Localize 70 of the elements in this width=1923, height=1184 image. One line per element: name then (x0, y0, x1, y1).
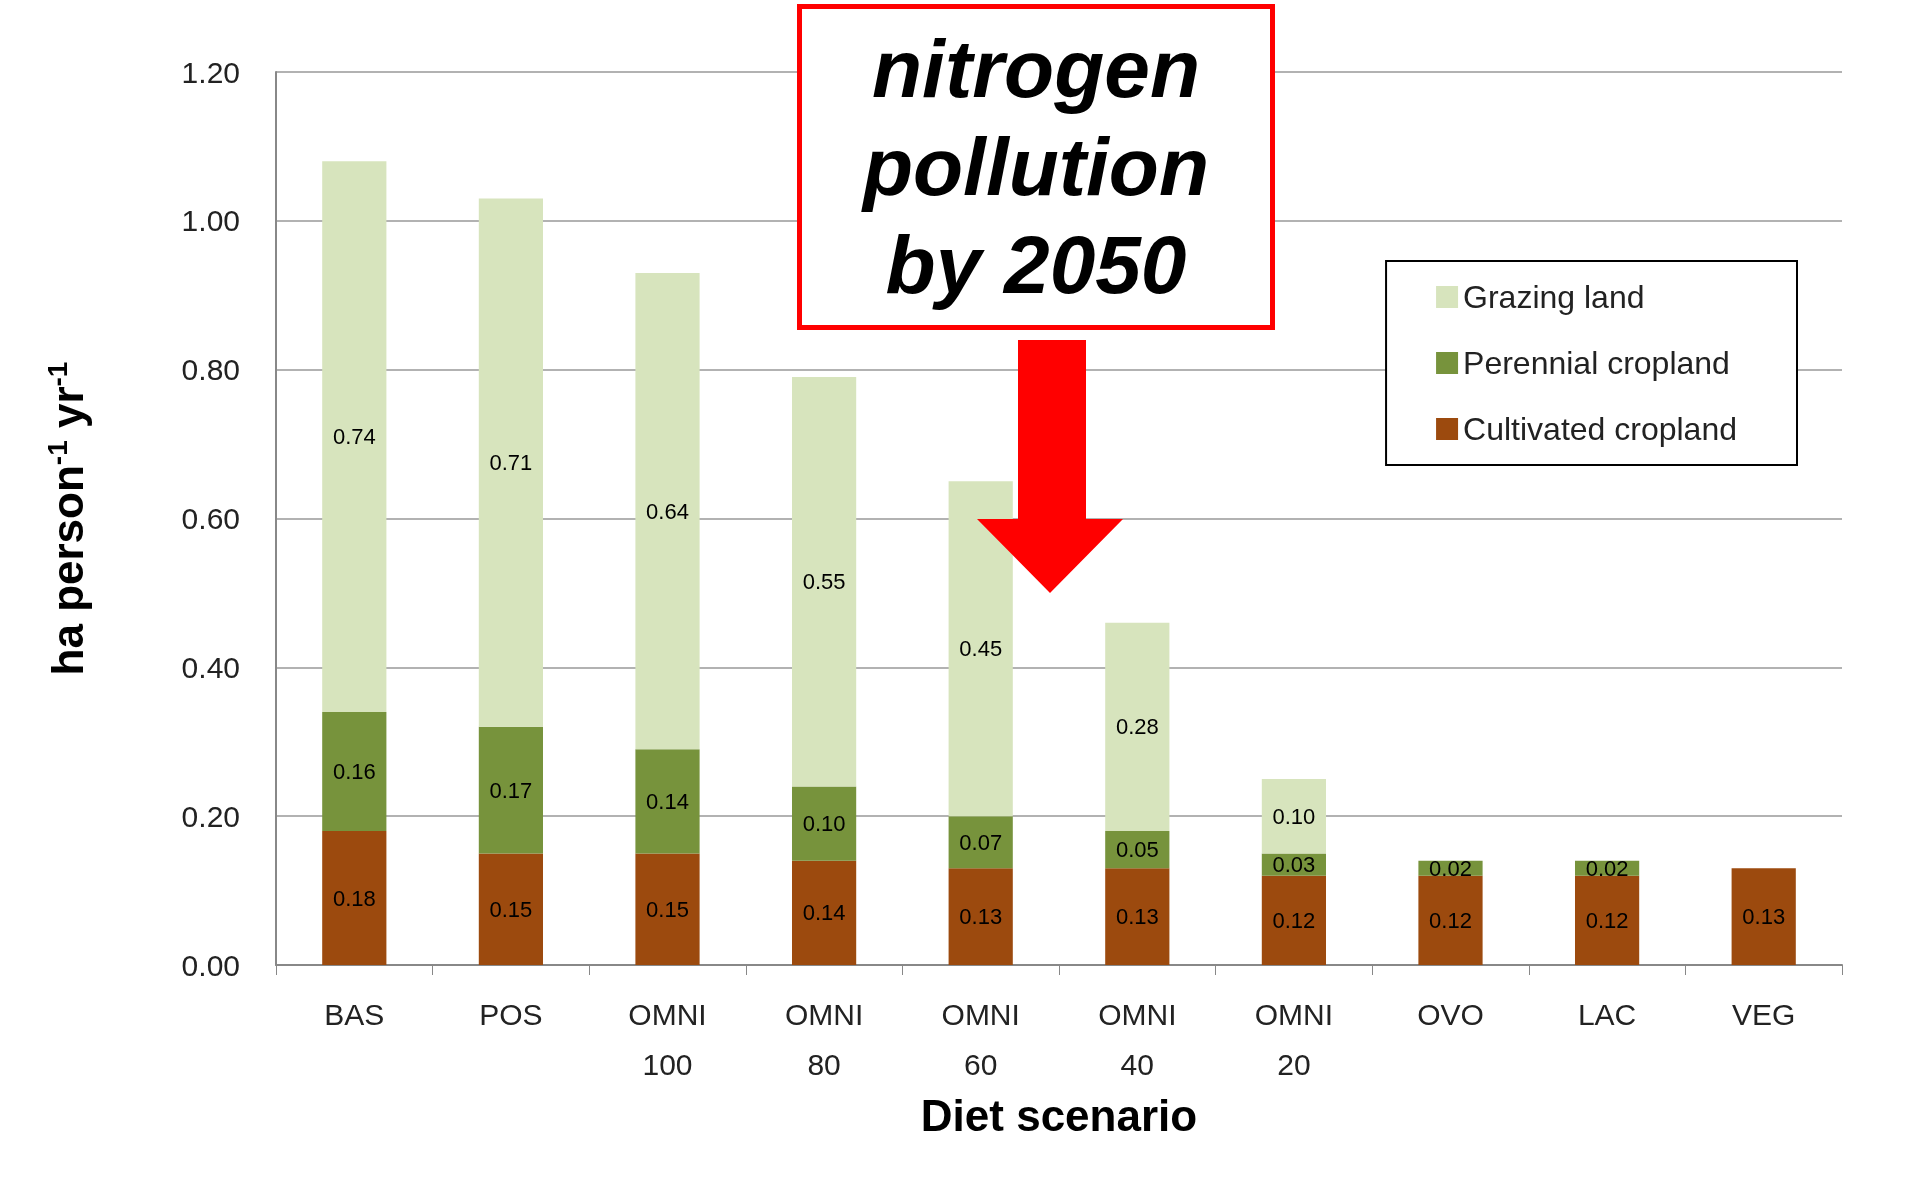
x-axis-title: Diet scenario (920, 1091, 1198, 1141)
bar (1105, 868, 1170, 965)
data-label: 0.16 (332, 759, 376, 785)
data-label: 0.02 (1585, 855, 1629, 881)
data-label: 0.28 (1115, 714, 1159, 740)
x-tick-label: POS (479, 997, 543, 1031)
bar (1731, 868, 1796, 965)
y-tick-label: 0.80 (181, 353, 240, 387)
y-tick-label: 0.20 (181, 799, 240, 833)
data-label: 0.13 (959, 904, 1003, 930)
data-label: 0.14 (802, 900, 846, 926)
data-label: 0.10 (802, 811, 846, 837)
bar (635, 853, 700, 965)
bar (322, 831, 387, 965)
bar (322, 161, 387, 712)
data-label: 0.64 (646, 498, 689, 524)
data-label: 0.12 (1585, 907, 1629, 933)
data-label: 0.05 (1115, 837, 1159, 863)
y-axis-title: ha person-1 yr-1 (41, 361, 92, 676)
y-tick-label: 1.00 (181, 204, 240, 238)
x-tick-label: OMNI 60 (941, 997, 1020, 1081)
data-label: 0.17 (489, 777, 533, 803)
data-label: 0.71 (489, 450, 533, 476)
legend-label: Grazing land (1463, 279, 1645, 315)
data-label: 0.55 (802, 569, 846, 595)
bar (478, 198, 543, 727)
bar (478, 853, 543, 965)
bar (1105, 622, 1170, 832)
bar (1261, 875, 1326, 965)
bar (322, 711, 387, 832)
bar (635, 749, 700, 854)
y-tick-label: 0.40 (181, 650, 240, 684)
annotation: nitrogen pollution by 2050 (797, 4, 1275, 330)
data-label: 0.14 (646, 788, 689, 814)
data-label: 0.74 (332, 424, 376, 450)
bar (635, 272, 700, 750)
x-tick-label: OVO (1417, 997, 1484, 1031)
x-tick-label: OMNI 100 (628, 997, 707, 1081)
bar (478, 726, 543, 854)
legend-label: Cultivated cropland (1463, 411, 1737, 447)
x-tick-label: BAS (324, 997, 385, 1031)
data-label: 0.07 (959, 829, 1003, 855)
bar (792, 860, 857, 965)
data-label: 0.15 (489, 896, 533, 922)
x-tick-label: OMNI 20 (1254, 997, 1334, 1081)
bar (1261, 778, 1326, 854)
bar (792, 786, 857, 861)
bar (1418, 875, 1483, 965)
x-tick-label: LAC (1577, 997, 1637, 1031)
data-label: 0.15 (646, 896, 689, 922)
data-label: 0.13 (1115, 904, 1159, 930)
data-label: 0.12 (1272, 907, 1316, 933)
legend-label: Perennial cropland (1463, 345, 1730, 381)
data-label: 0.18 (332, 885, 376, 911)
x-tick-label: VEG (1732, 997, 1796, 1031)
y-tick-label: 0.00 (181, 948, 240, 982)
data-label: 0.12 (1429, 907, 1472, 933)
data-label: 0.13 (1742, 904, 1786, 930)
y-tick-label: 1.20 (181, 55, 240, 89)
data-label: 0.10 (1272, 803, 1316, 829)
bar (948, 816, 1013, 869)
y-tick-label: 0.60 (181, 502, 240, 535)
x-tick-label: OMNI 40 (1098, 997, 1177, 1081)
bar (792, 377, 857, 787)
data-label: 0.03 (1272, 852, 1316, 878)
bar (948, 868, 1013, 965)
data-label: 0.45 (959, 636, 1003, 662)
bar (1575, 875, 1640, 965)
data-label: 0.02 (1429, 855, 1472, 881)
x-tick-label: OMNI 80 (784, 997, 864, 1081)
